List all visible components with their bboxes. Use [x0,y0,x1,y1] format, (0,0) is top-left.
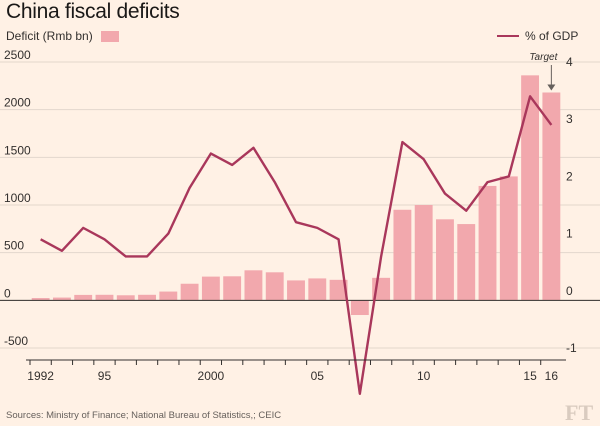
deficit-bar [74,294,93,301]
x-tick-label: 2000 [198,369,225,383]
y-left-tick-label: 1500 [4,143,31,157]
x-tick-label: 1992 [27,369,54,383]
x-tick-label: 05 [311,369,325,383]
deficit-bar [478,185,497,301]
legend-deficit: Deficit (Rmb bn) [6,29,119,43]
deficit-bar [499,176,518,301]
legend-gdp: % of GDP [497,29,578,43]
legend-deficit-label: Deficit (Rmb bn) [6,29,93,43]
legend-bar-swatch [100,30,119,42]
deficit-bar [436,219,454,301]
gdp-line [40,95,553,395]
deficit-bar [138,294,156,301]
deficit-bar [350,300,369,316]
deficit-bar [116,295,135,301]
x-tick-label: 15 [523,369,537,383]
y-left-tick-label: -500 [4,334,28,348]
y-right-tick-label: 1 [566,227,573,241]
y-left-tick-label: 1000 [4,191,31,205]
deficit-bar [287,280,305,301]
target-annotation-label: Target [529,52,558,63]
source-note: Sources: Ministry of Finance; National B… [6,410,282,421]
y-left-tick-label: 0 [4,286,11,300]
ft-logo: FT [565,400,594,425]
x-tick-label: 95 [98,369,112,383]
deficit-bar [414,205,433,301]
y-left-tick-label: 2500 [4,48,31,62]
y-left-tick-label: 2000 [4,96,31,110]
x-tick-label: 16 [545,369,559,383]
deficit-bar [201,276,220,301]
y-right-tick-label: 0 [566,284,573,298]
deficit-bar [95,294,114,301]
y-left-tick-label: 500 [4,239,24,253]
deficit-bar [31,298,50,301]
deficit-bar [329,279,348,301]
deficit-bar [457,224,476,301]
y-right-tick-label: -1 [566,341,577,355]
deficit-bar [244,270,263,301]
deficit-bar [393,209,412,301]
deficit-bar [52,297,71,301]
legend-gdp-label: % of GDP [525,29,579,43]
y-right-tick-label: 4 [566,55,573,69]
x-tick-label: 10 [417,369,431,383]
deficit-bar [180,283,199,301]
y-right-tick-label: 3 [566,112,573,126]
target-annotation-arrowhead [547,84,556,91]
deficit-bar [521,75,540,301]
deficit-bar [265,272,284,301]
deficit-bar [308,278,327,301]
deficit-bar [223,276,242,301]
chart-title: China fiscal deficits [6,0,180,23]
deficit-bar [542,92,561,301]
deficit-bar [159,291,178,301]
legend-line-swatch [497,35,519,37]
y-right-tick-label: 2 [566,169,573,183]
